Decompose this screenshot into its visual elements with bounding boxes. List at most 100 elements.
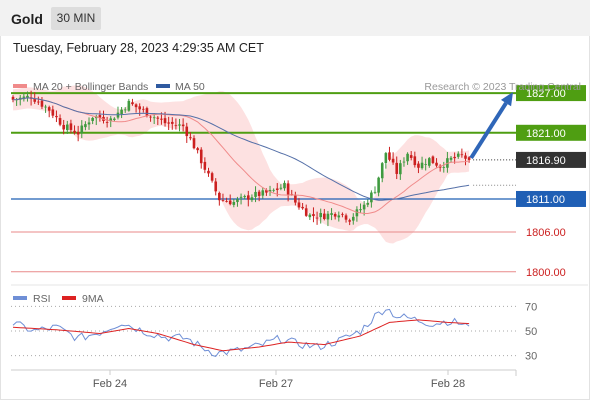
candle-body xyxy=(145,108,149,117)
candle-body xyxy=(214,181,218,192)
candle-body xyxy=(460,154,464,156)
candle-body xyxy=(420,162,424,169)
candle-body xyxy=(359,209,362,211)
candle-body xyxy=(69,123,73,130)
candle-body xyxy=(399,163,402,175)
candle-body xyxy=(11,96,15,100)
credit-text: Research © 2023 Trading Central xyxy=(424,81,581,93)
candle-body xyxy=(51,109,55,116)
resistance-label-box xyxy=(516,85,586,102)
candle-body xyxy=(355,209,359,217)
rsi-tick-label: 70 xyxy=(525,301,537,313)
ma20-legend-label: MA 20 + Bollinger Bands xyxy=(33,81,148,93)
instrument-name: Gold xyxy=(11,11,43,27)
candle-body xyxy=(160,118,163,120)
candle-body xyxy=(344,215,348,220)
candle-body xyxy=(250,197,254,201)
candle-body xyxy=(268,189,272,192)
rsi-ma-legend-swatch xyxy=(62,296,76,300)
candle-body xyxy=(76,131,80,135)
candle-body xyxy=(203,161,207,170)
candle-body xyxy=(109,118,113,122)
candle-body xyxy=(304,208,308,216)
header-bar: Gold 30 MIN xyxy=(0,0,590,36)
candle-body xyxy=(47,107,51,111)
candle-body xyxy=(105,122,109,123)
candle-body xyxy=(428,158,431,166)
candle-body xyxy=(37,101,40,103)
candle-body xyxy=(384,153,388,163)
candle-body xyxy=(370,192,373,203)
candle-body xyxy=(315,217,319,219)
candle-body xyxy=(243,196,246,198)
candle-body xyxy=(142,108,145,110)
rsi-legend-label: RSI xyxy=(33,293,51,305)
candle-body xyxy=(337,215,341,218)
timestamp: Tuesday, February 28, 2023 4:29:35 AM CE… xyxy=(13,41,264,55)
candle-body xyxy=(221,200,225,201)
candle-body xyxy=(170,121,174,124)
candle-body xyxy=(391,158,395,163)
candle-body xyxy=(456,153,460,157)
candle-body xyxy=(40,100,44,107)
candle-body xyxy=(388,152,391,160)
candle-body xyxy=(174,125,178,127)
resistance-label: 1821.00 xyxy=(526,128,566,140)
rsi-tick-label: 50 xyxy=(525,326,537,338)
candle-body xyxy=(199,149,203,164)
candle-body xyxy=(127,100,131,111)
bollinger-band xyxy=(13,85,470,244)
candle-body xyxy=(373,191,377,193)
candle-body xyxy=(294,195,297,203)
candle-body xyxy=(239,196,243,198)
candle-body xyxy=(66,124,69,131)
candle-body xyxy=(341,213,344,215)
candle-body xyxy=(138,106,141,110)
x-tick-label: Feb 24 xyxy=(93,378,127,390)
candle-body xyxy=(366,202,370,205)
candle-body xyxy=(272,189,275,191)
rsi-ma-line xyxy=(12,319,470,352)
candle-body xyxy=(275,188,279,190)
candle-body xyxy=(395,162,399,174)
candle-body xyxy=(297,202,301,208)
x-tick-label: Feb 28 xyxy=(431,378,465,390)
ma50-legend-label: MA 50 xyxy=(175,81,205,93)
candle-body xyxy=(254,191,257,197)
candle-body xyxy=(312,214,315,217)
rsi-tick-label: 30 xyxy=(525,351,537,363)
candle-body xyxy=(26,95,29,98)
candle-body xyxy=(279,187,283,189)
candle-body xyxy=(402,161,406,163)
current-price-label: 1816.90 xyxy=(526,155,566,167)
candle-body xyxy=(156,117,160,119)
candle-body xyxy=(123,109,127,111)
candle-body xyxy=(80,125,84,134)
candle-body xyxy=(131,102,134,105)
candle-body xyxy=(55,115,58,118)
candle-body xyxy=(152,117,156,119)
timeframe-button[interactable]: 30 MIN xyxy=(51,7,101,30)
candle-body xyxy=(232,202,236,205)
candle-body xyxy=(84,124,87,128)
candle-body xyxy=(323,213,326,220)
support-label-box xyxy=(516,190,586,207)
forecast-arrow-head xyxy=(500,92,513,107)
candle-body xyxy=(417,163,420,168)
candle-body xyxy=(113,118,116,120)
candle-body xyxy=(406,153,409,162)
candle-body xyxy=(149,116,152,118)
candle-body xyxy=(348,220,351,222)
candle-body xyxy=(196,148,199,151)
candle-body xyxy=(225,201,228,202)
ma20-legend-swatch xyxy=(13,84,27,88)
candle-body xyxy=(380,163,384,179)
candle-body xyxy=(351,216,355,221)
candle-body xyxy=(308,214,312,218)
candle-body xyxy=(377,177,380,193)
minor-level-label: 1800.00 xyxy=(526,267,566,279)
candle-body xyxy=(91,117,94,121)
candle-body xyxy=(167,122,170,124)
candle-body xyxy=(453,156,456,159)
